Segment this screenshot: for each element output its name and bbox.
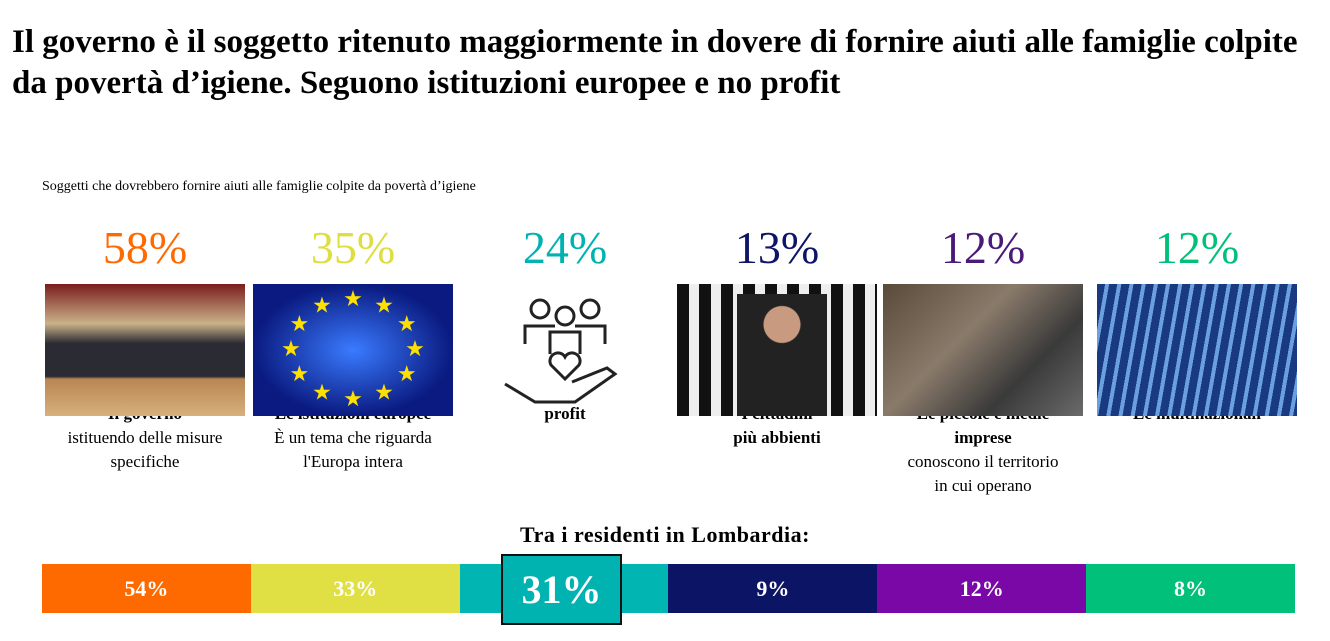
- government-photo: [45, 284, 245, 416]
- category-percent: 35%: [310, 222, 396, 273]
- workshop-photo: [883, 284, 1083, 416]
- category-1: 58% Il governoistituendo delle misurespe…: [40, 222, 250, 474]
- lombardia-segment: 33%: [250, 564, 460, 613]
- category-percent: 12%: [1154, 222, 1240, 273]
- category-percent: 58%: [102, 222, 188, 273]
- category-detail: istituendo delle misure: [67, 428, 223, 447]
- category-5: 12% Le piccole e medieimpreseconoscono i…: [878, 222, 1088, 498]
- category-2: 35% ★★★★★★★★★★★★ Le istituzioni europeeÈ…: [248, 222, 458, 474]
- svg-text:★: ★: [281, 336, 301, 361]
- svg-text:★: ★: [289, 311, 309, 336]
- svg-text:★: ★: [312, 293, 332, 318]
- page-title: Il governo è il soggetto ritenuto maggio…: [12, 24, 1298, 101]
- svg-text:★: ★: [343, 286, 363, 311]
- category-3: 24% profit: [460, 222, 670, 426]
- eu-flag-photo: ★ ★ ★ ★ ★ ★ ★ ★ ★ ★ ★ ★: [253, 284, 453, 416]
- svg-text:★: ★: [397, 361, 417, 386]
- svg-text:★: ★: [405, 336, 425, 361]
- highlight-value: 31%: [501, 554, 622, 625]
- category-6: 12% Le multinazionali: [1092, 222, 1302, 426]
- category-percent: 24%: [522, 222, 608, 273]
- lombardia-segment: 12%: [877, 564, 1087, 613]
- family-hand-icon: [465, 284, 665, 416]
- chart-subtitle: Soggetti che dovrebbero fornire aiuti al…: [42, 179, 476, 194]
- category-4: 13% I cittadinipiù abbienti: [672, 222, 882, 450]
- svg-text:★: ★: [374, 379, 394, 404]
- category-label-line2: imprese: [954, 428, 1012, 447]
- lombardia-title: Tra i residenti in Lombardia:: [520, 522, 810, 547]
- category-detail: in cui operano: [934, 476, 1032, 495]
- category-detail: l'Europa intera: [303, 452, 403, 471]
- svg-text:★: ★: [343, 386, 363, 411]
- svg-text:★: ★: [374, 293, 394, 318]
- category-label-line2: più abbienti: [733, 428, 821, 447]
- wealthy-person-photo: [677, 284, 877, 416]
- category-percent: 13%: [734, 222, 820, 273]
- svg-text:★: ★: [289, 361, 309, 386]
- category-detail: specifiche: [110, 452, 180, 471]
- svg-text:★: ★: [312, 379, 332, 404]
- category-detail: È un tema che riguarda: [274, 428, 432, 447]
- lombardia-segment: 9%: [668, 564, 878, 613]
- category-percent: 12%: [940, 222, 1026, 273]
- lombardia-segment: 54%: [42, 564, 251, 613]
- category-detail: conoscono il territorio: [907, 452, 1059, 471]
- skyscrapers-photo: [1097, 284, 1297, 416]
- category-label: profit: [544, 404, 586, 423]
- svg-text:★: ★: [397, 311, 417, 336]
- lombardia-segment: 8%: [1086, 564, 1295, 613]
- lombardia-bar: 54% 33% 9% 12% 8%: [42, 564, 1295, 613]
